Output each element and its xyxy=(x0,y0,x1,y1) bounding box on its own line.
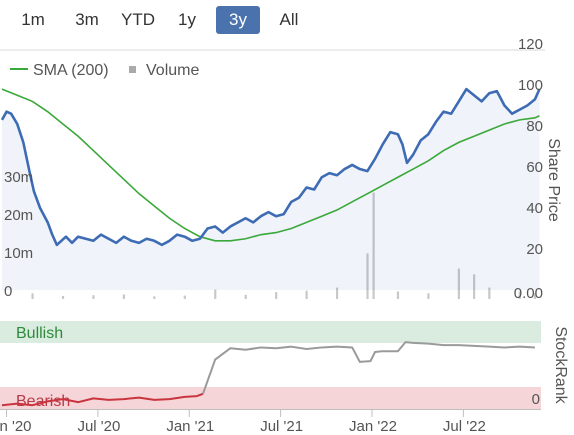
volume-bar xyxy=(92,295,95,299)
stockrank-line xyxy=(202,341,535,395)
range-button-1m[interactable]: 1m xyxy=(21,10,45,29)
price-tick-label: 120 xyxy=(518,36,543,53)
sma-200-line xyxy=(1,88,540,242)
volume-bar xyxy=(305,290,308,299)
price-tick-label: 40 xyxy=(526,200,543,217)
range-button-3y[interactable]: 3y xyxy=(216,6,260,34)
price-tick-label: 60 xyxy=(526,159,543,176)
volume-bar xyxy=(372,192,375,299)
x-axis: Jan '20 Jul '20 Jan '21 Jul '21 Jan '22 Jul '… xyxy=(0,409,541,435)
volume-bar xyxy=(31,293,34,299)
volume-bar xyxy=(488,287,491,299)
price-tick-label: 20 xyxy=(526,241,543,258)
volume-bar xyxy=(457,268,460,299)
stockrank-panel: Bullish Bearish 0 StockRank xyxy=(0,321,569,410)
stockrank-zero-tick-label: 0 xyxy=(532,391,540,408)
volume-bar xyxy=(183,295,186,299)
volume-tick-label: 0 xyxy=(4,283,12,300)
volume-bar xyxy=(122,294,126,299)
volume-bar xyxy=(396,291,400,299)
volume-zero-tick-label: 0.00 xyxy=(514,285,543,302)
volume-tick-label: 10m xyxy=(4,245,33,262)
volume-bar xyxy=(214,289,217,299)
range-button-1y[interactable]: 1y xyxy=(178,10,196,29)
legend-volume-label: Volume xyxy=(146,62,199,79)
x-tick-label: Jul '20 xyxy=(77,418,120,435)
volume-tick-label: 30m xyxy=(4,169,33,186)
legend-sma-label: SMA (200) xyxy=(33,62,109,79)
stockrank-axis-label: StockRank xyxy=(552,326,569,404)
bearish-band-label: Bearish xyxy=(16,393,70,410)
bullish-band xyxy=(0,321,541,343)
volume-bar xyxy=(533,293,537,299)
legend-volume-swatch xyxy=(129,66,136,73)
stockrank-bearish-line xyxy=(1,392,204,407)
x-tick-label: Jul '22 xyxy=(443,418,486,435)
price-tick-label: 80 xyxy=(526,118,543,135)
volume-bar xyxy=(335,287,339,299)
price-axis-label: Share Price xyxy=(545,138,562,222)
bullish-band-label: Bullish xyxy=(16,325,63,342)
share-price-line xyxy=(0,87,541,247)
volume-bar xyxy=(153,296,156,299)
range-button-3m[interactable]: 3m xyxy=(75,10,99,29)
x-tick-label: Jan '21 xyxy=(166,418,214,435)
price-panel: 20 40 60 80 100 120 0 10m 20m 30m 0.00 Share Pri… xyxy=(0,36,562,302)
price-tick-label: 100 xyxy=(518,77,543,94)
legend: SMA (200) Volume xyxy=(10,62,199,79)
range-button-all[interactable]: All xyxy=(279,10,299,29)
volume-bar xyxy=(244,294,247,299)
x-tick-label: Jan '22 xyxy=(349,418,397,435)
x-tick-label: Jan '20 xyxy=(0,418,32,435)
volume-bar xyxy=(427,293,430,299)
range-button-ytd[interactable]: YTD xyxy=(121,10,155,29)
x-tick-label: Jul '21 xyxy=(260,418,303,435)
volume-bar xyxy=(473,274,476,299)
volume-bar xyxy=(275,292,278,299)
price-area-fill xyxy=(2,89,540,290)
bearish-band xyxy=(0,387,541,409)
volume-bar xyxy=(518,291,521,299)
range-selector: 1m 3m YTD 1y 3y All xyxy=(0,0,574,38)
volume-bar xyxy=(61,295,65,299)
volume-bar xyxy=(366,253,369,299)
volume-tick-label: 20m xyxy=(4,207,33,224)
